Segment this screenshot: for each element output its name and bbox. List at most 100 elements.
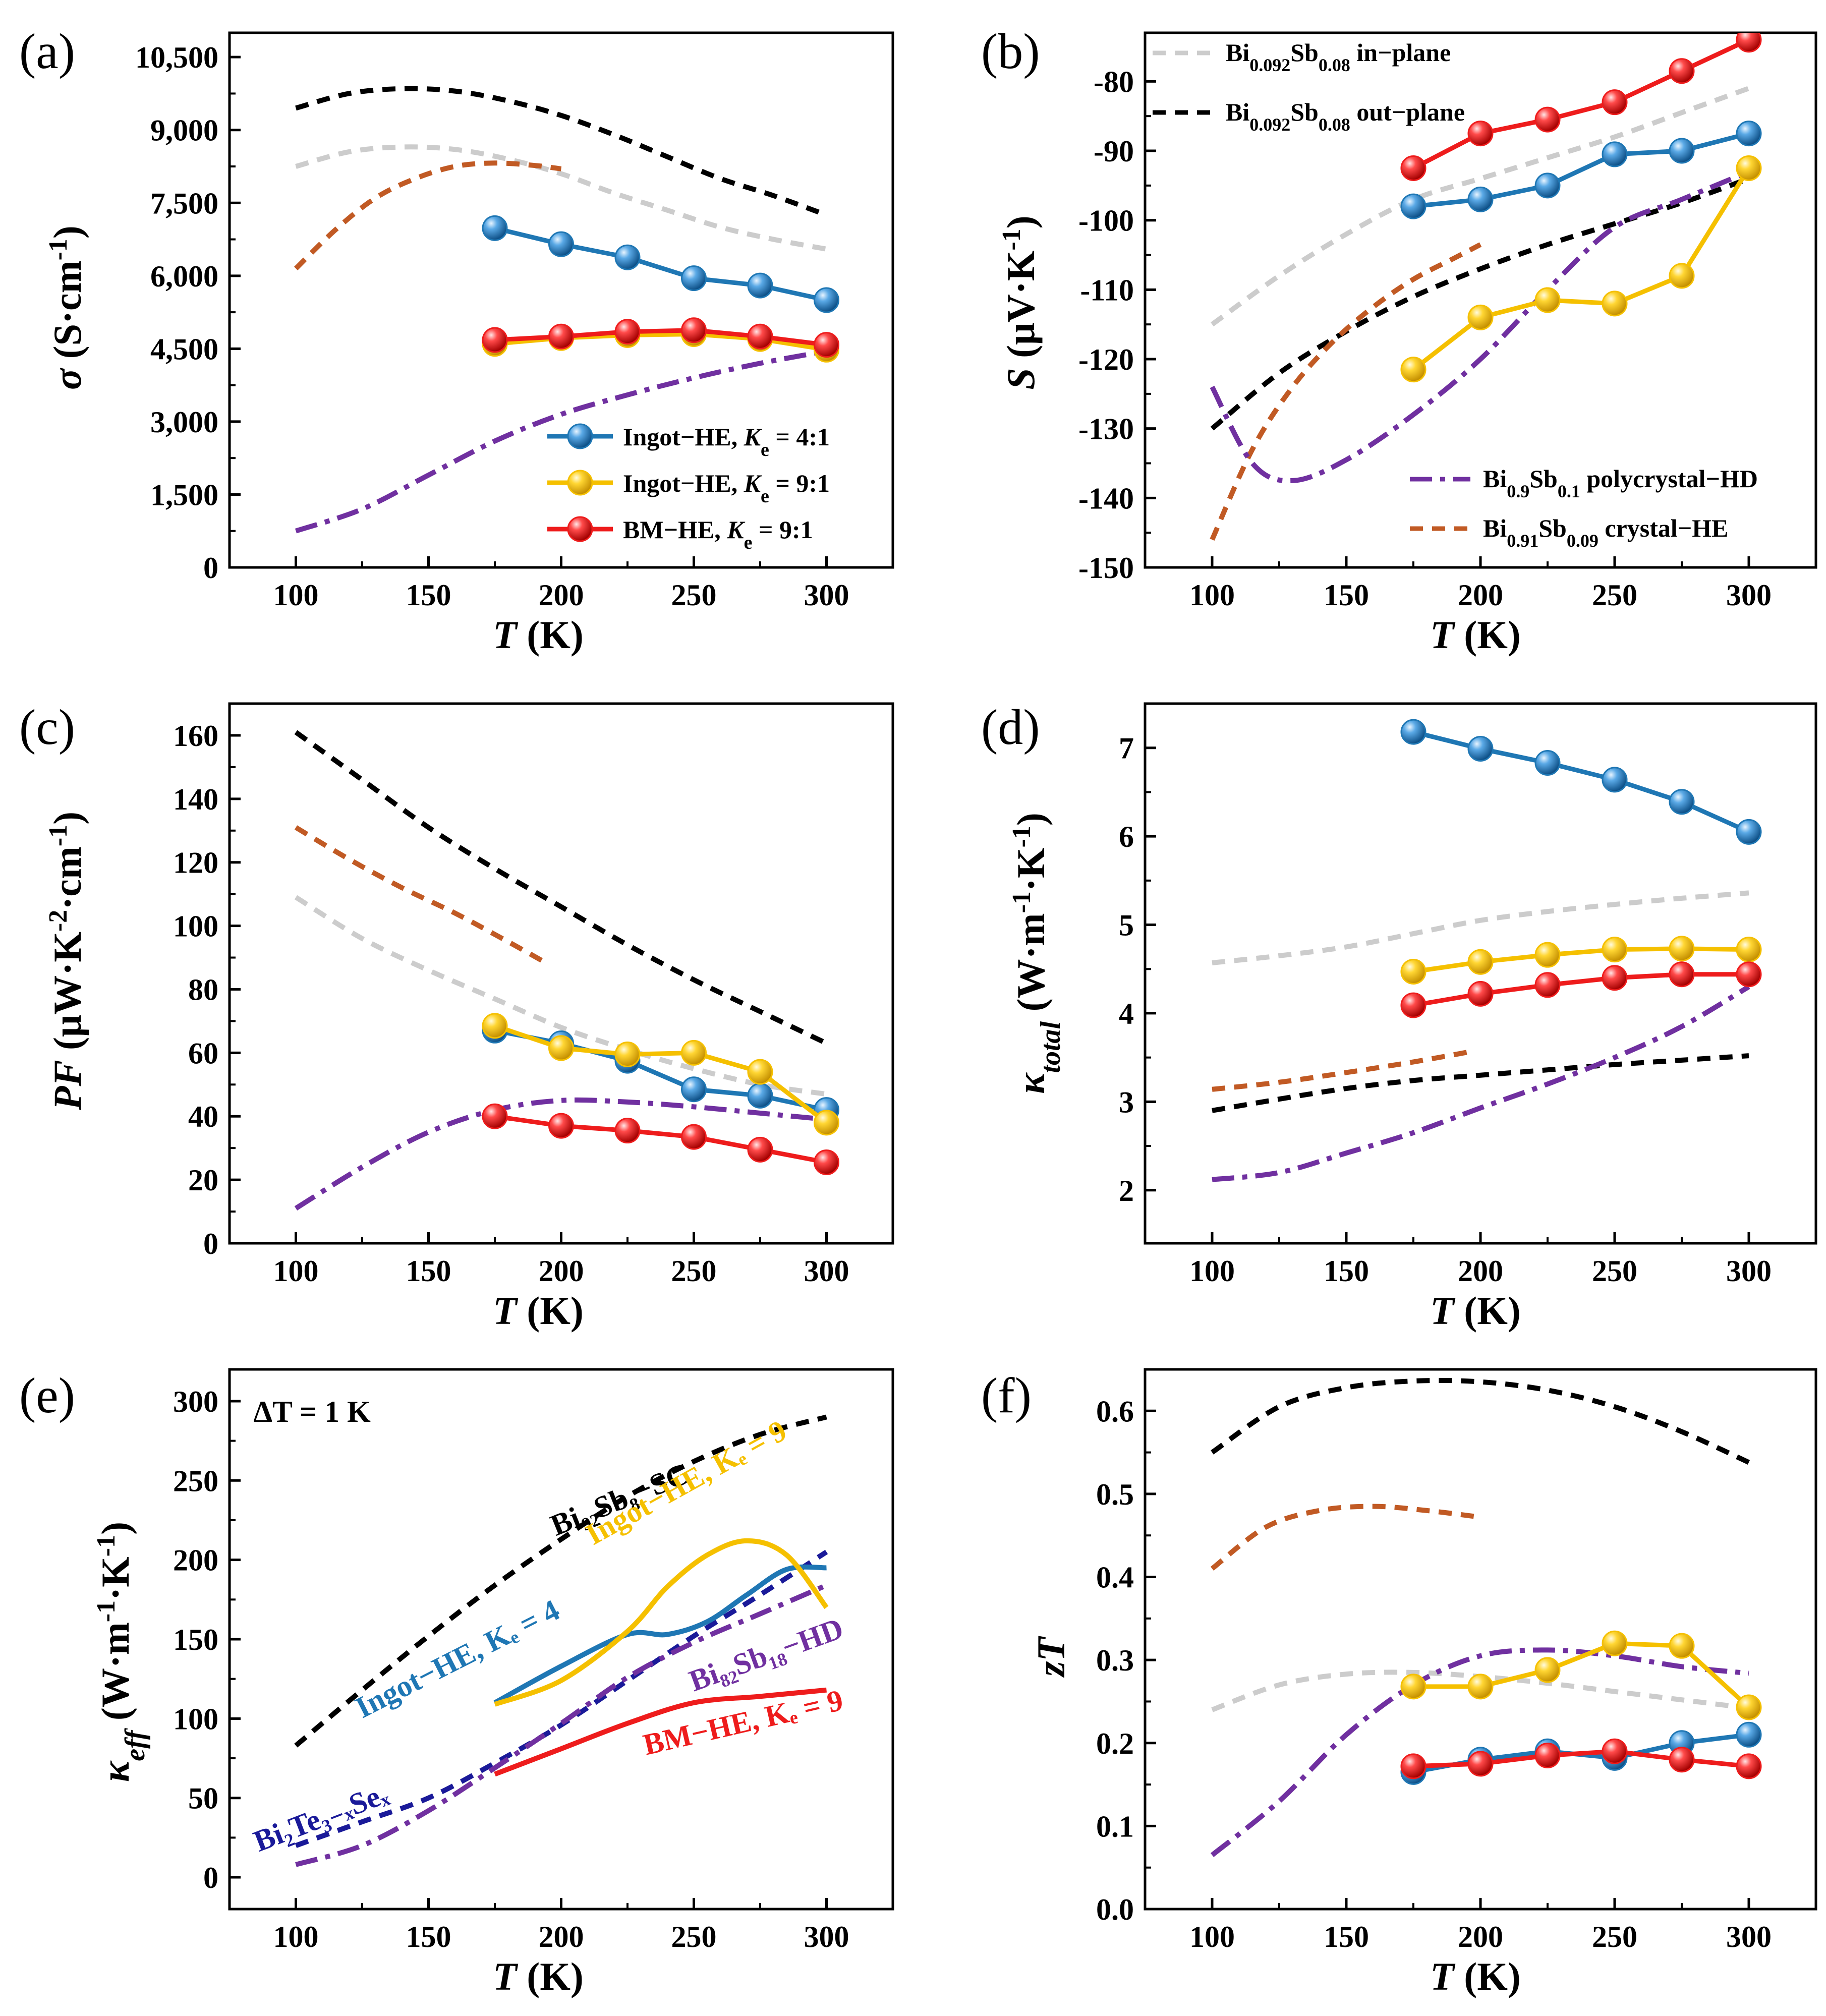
legend-label: Bi0.092Sb0.08 in−plane [1226,38,1451,75]
y-tick-label: 150 [173,1623,218,1656]
data-point [1534,172,1561,199]
y-tick-label: 3 [1119,1085,1134,1119]
panel-label: (c) [19,699,75,755]
data-point [1400,1753,1426,1779]
y-axis-label: PF (μW·K-2·cm-1) [44,812,90,1111]
x-tick-label: 200 [1458,1254,1503,1288]
x-tick-label: 150 [406,1254,451,1288]
series-line [1413,972,1749,1008]
series-line [494,1538,829,1707]
data-point [1669,263,1695,289]
y-tick-label: 0.5 [1096,1478,1134,1511]
data-point [1534,1657,1561,1683]
data-point [1602,89,1628,116]
y-tick-label: 7,500 [150,187,218,220]
y-tick-label: 1,500 [150,478,218,511]
legend: Ingot−HE, Ke = 4:1 Ingot−HE, Ke = 9:1 BM−H… [547,423,830,553]
x-tick-label: 150 [1324,579,1369,612]
y-tick-label: -90 [1094,135,1134,168]
series-line [1210,1504,1481,1571]
data-point [1467,121,1494,147]
data-point [747,1136,773,1163]
data-point [1669,961,1695,988]
series-line [295,1583,828,1867]
series-line [494,1114,827,1165]
data-point [1602,291,1628,317]
series-layer [294,1414,829,1867]
x-tick-label: 100 [1189,1920,1235,1953]
plot-frame [228,702,894,1245]
x-tick-label: 200 [1458,579,1503,612]
data-point [814,1149,839,1175]
y-tick-label: 120 [173,846,218,880]
series-line [1212,1049,1473,1092]
data-point [1467,1751,1494,1777]
data-point [1602,965,1628,991]
series-line [1212,890,1749,965]
data-point [814,332,839,358]
data-point [1467,1674,1494,1700]
panel-label: (f) [981,1367,1032,1423]
data-point [1467,949,1494,975]
x-tick-label: 300 [804,1254,849,1288]
data-point [747,1059,773,1085]
data-point [681,1040,707,1066]
legend-label: BM−HE, Ke = 9:1 [623,515,813,553]
data-point [614,319,641,345]
data-point [548,1113,574,1139]
legend-label: Ingot−HE, Ke = 4:1 [623,423,830,460]
data-point [1467,304,1494,330]
data-point [681,265,707,292]
series-line [1210,1647,1749,1857]
y-tick-label: 60 [188,1036,218,1070]
data-point [1736,121,1762,147]
y-tick-label: 10,500 [135,41,218,74]
series-line [295,1549,828,1848]
panel-label: (a) [19,23,75,79]
y-tick-label: 6,000 [150,260,218,293]
series-layer [1212,719,1762,1182]
y-tick-label: 5 [1119,909,1134,942]
series-line [1211,1377,1750,1465]
panel-f-zt: 100 150 200 250 300 0.0 0.1 0.2 0.3 0.4 0.5 0.6 (f)… [981,1367,1817,1998]
data-point [1669,58,1695,84]
data-point [1736,937,1762,963]
y-axis-label: κtotal (W·m-1·K-1) [1007,813,1067,1094]
y-tick-label: 6 [1119,820,1134,853]
y-tick-label: 4,500 [150,332,218,366]
x-tick-label: 250 [671,1920,717,1953]
series-layer [1210,33,1762,541]
data-point [1669,1747,1695,1773]
data-point [1400,958,1426,985]
series-line [1413,1749,1749,1769]
data-point [1602,937,1628,963]
x-tick-label: 200 [539,1920,584,1953]
y-tick-label: 0 [203,1227,218,1260]
x-axis-label: T (K) [1430,1954,1521,1998]
x-tick-label: 300 [1726,1254,1772,1288]
data-point [614,1042,641,1067]
x-tick-label: 200 [1458,1920,1503,1953]
x-tick-label: 150 [1324,1920,1369,1953]
x-tick-label: 250 [1592,1254,1637,1288]
y-tick-label: 80 [188,973,218,1006]
y-tick-label: 0 [203,1861,218,1894]
data-point [1736,155,1762,181]
data-point [1467,186,1494,212]
y-tick-label: 50 [188,1782,218,1815]
data-point [681,1076,707,1103]
series-line [295,144,827,252]
panel-e-effective-conductivity: 100 150 200 250 300 0 50 100 150 200 250 300 (e) κe… [19,1367,894,1998]
x-tick-label: 250 [671,1254,717,1288]
series-line [1210,242,1482,541]
y-tick-label: -130 [1078,413,1134,446]
panel-c-power-factor: 100 150 200 250 300 0 20 40 60 80 100 120 140 160 (c)… [19,699,894,1333]
data-point [1400,193,1426,219]
series-layer [294,730,839,1211]
data-point [1736,961,1762,988]
data-point [1534,750,1561,776]
legend-marker [567,470,593,496]
panel-b-seebeck: 100 150 200 250 300 -150 -140 -130 -120 -110 -100 -… [981,23,1817,657]
x-tick-label: 200 [539,1254,584,1288]
x-tick-label: 250 [1592,579,1637,612]
